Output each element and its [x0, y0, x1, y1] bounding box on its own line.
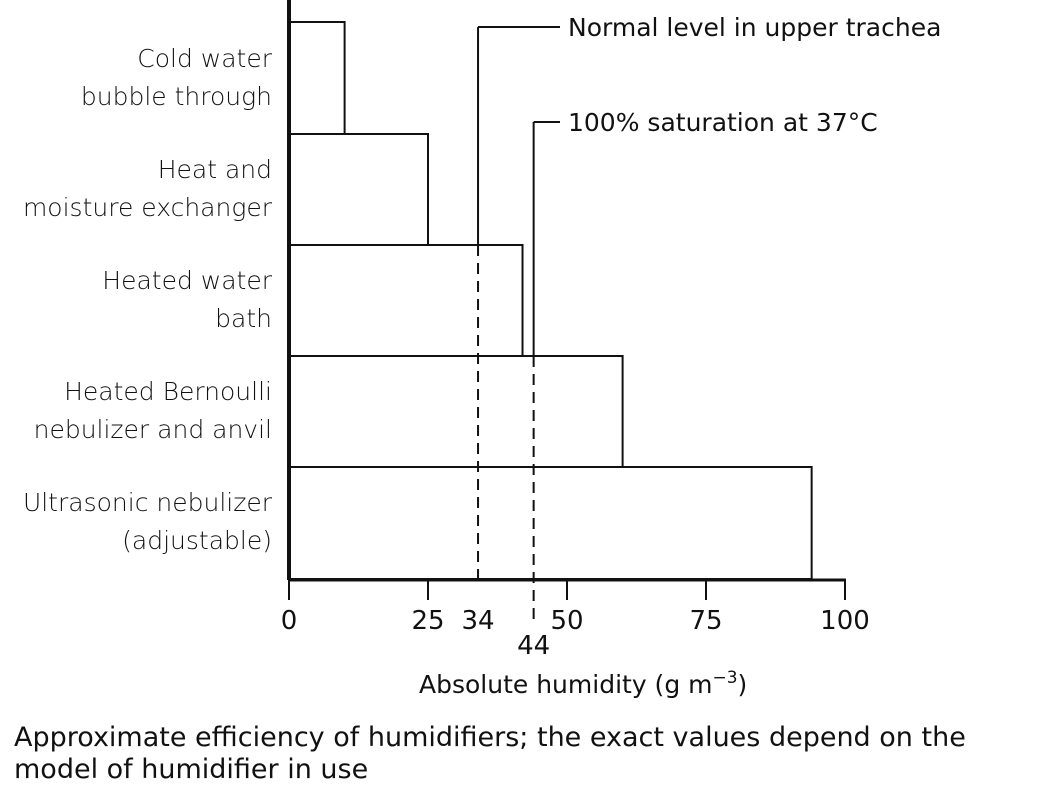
bar-1: [288, 133, 429, 246]
x-tick-label-34: 34: [461, 606, 494, 636]
x-tick-label-0: 0: [281, 606, 298, 636]
category-label-line: Heated water: [102, 266, 272, 295]
category-label-line: bubble through: [80, 82, 272, 111]
category-label-line: moisture exchanger: [22, 193, 272, 222]
x-tick-label-44: 44: [517, 631, 550, 661]
category-label-line: bath: [215, 304, 272, 333]
figure-caption: Approximate efficiency of humidifiers; t…: [14, 722, 966, 785]
bar-0: [288, 21, 346, 135]
category-label-1: Heat and moisture exchanger: [23, 151, 272, 227]
ref-label-0: Normal level in upper trachea: [568, 13, 941, 42]
ref-label-1: 100% saturation at 37°C: [568, 108, 878, 137]
x-tick-label-75: 75: [689, 606, 722, 636]
x-tick-label-25: 25: [411, 606, 444, 636]
category-label-3: Heated Bernoulli nebulizer and anvil: [34, 373, 272, 449]
category-label-0: Cold water bubble through: [81, 40, 272, 116]
x-tick-label-100: 100: [820, 606, 870, 636]
category-label-line: (adjustable): [122, 526, 272, 555]
bar-4: [288, 466, 813, 580]
category-label-2: Heated water bath: [102, 262, 272, 338]
x-axis-title: Absolute humidity (g m−3): [419, 668, 747, 699]
bar-3: [288, 355, 624, 468]
category-label-line: Cold water: [137, 44, 272, 73]
bar-2: [288, 244, 524, 357]
category-label-4: Ultrasonic nebulizer (adjustable): [23, 484, 272, 560]
category-label-line: nebulizer and anvil: [33, 415, 272, 444]
category-label-line: Heat and: [157, 155, 272, 184]
x-tick-label-50: 50: [550, 606, 583, 636]
category-label-line: Ultrasonic nebulizer: [22, 488, 272, 517]
category-label-line: Heated Bernoulli: [64, 377, 272, 406]
